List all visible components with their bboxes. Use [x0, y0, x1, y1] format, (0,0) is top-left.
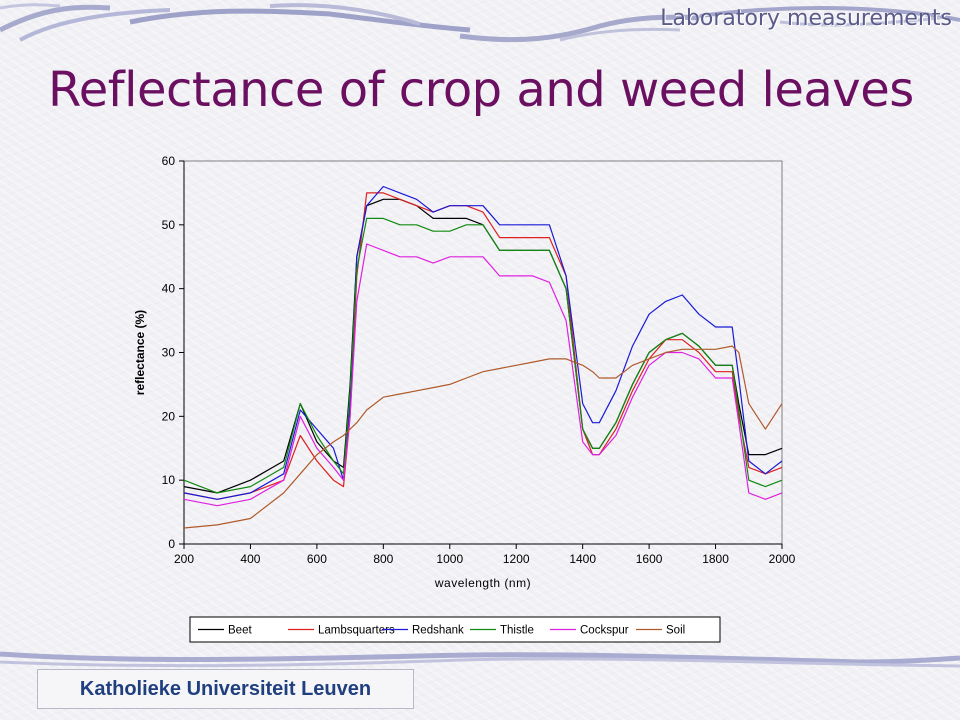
legend-label-lambsquarters: Lambsquarters [318, 625, 395, 637]
x-tick-label: 400 [240, 552, 260, 566]
x-tick-label: 2000 [769, 552, 796, 566]
top-decorative-swoosh [0, 3, 960, 43]
series-line-beet [183, 198, 783, 494]
bottom-decorative-swoosh [0, 651, 960, 668]
x-tick-label: 1200 [503, 552, 530, 566]
x-axis-title: wavelength (nm) [434, 576, 531, 590]
legend-label-thistle: Thistle [500, 625, 534, 637]
y-tick-label: 30 [162, 346, 176, 360]
legend-label-redshank: Redshank [412, 625, 464, 637]
y-tick-label: 40 [162, 282, 176, 296]
x-tick-label: 1400 [569, 552, 596, 566]
chart-svg: 0 10 20 30 40 50 60 200 400 600 800 1000 1200 1400 160… [133, 154, 796, 643]
legend-label-beet: Beet [228, 625, 252, 637]
series-line-thistle [183, 217, 783, 494]
x-tick-label: 1000 [436, 552, 463, 566]
series-line-soil [183, 345, 783, 529]
x-tick-label: 1600 [636, 552, 663, 566]
x-tick-label: 800 [373, 552, 393, 566]
section-label: Laboratory measurements [660, 6, 952, 31]
x-tick-label: 600 [307, 552, 327, 566]
series-line-cockspur [183, 243, 783, 507]
y-tick-label: 20 [162, 409, 176, 423]
chart-legend: Beet Lambsquarters Redshank Thistle Cockspur… [189, 616, 721, 643]
y-axis-title: reflectance (%) [133, 310, 147, 395]
x-tick-label: 1800 [702, 552, 729, 566]
y-tick-label: 50 [162, 218, 176, 232]
y-tick-label: 10 [162, 473, 176, 487]
slide-title: Reflectance of crop and weed leaves [48, 62, 914, 118]
y-tick-label: 0 [168, 537, 175, 551]
series-line-lambsquarters [183, 192, 783, 500]
legend-label-soil: Soil [666, 625, 685, 637]
institution-footer: Katholieke Universiteit Leuven [37, 669, 414, 709]
legend-label-cockspur: Cockspur [580, 625, 629, 637]
series-line-redshank [183, 185, 783, 500]
reflectance-chart: 0 10 20 30 40 50 60 200 400 600 800 1000 1200 1400 160… [120, 140, 820, 650]
legend-box [189, 616, 721, 643]
y-tick-label: 60 [162, 154, 176, 168]
x-tick-label: 200 [174, 552, 194, 566]
